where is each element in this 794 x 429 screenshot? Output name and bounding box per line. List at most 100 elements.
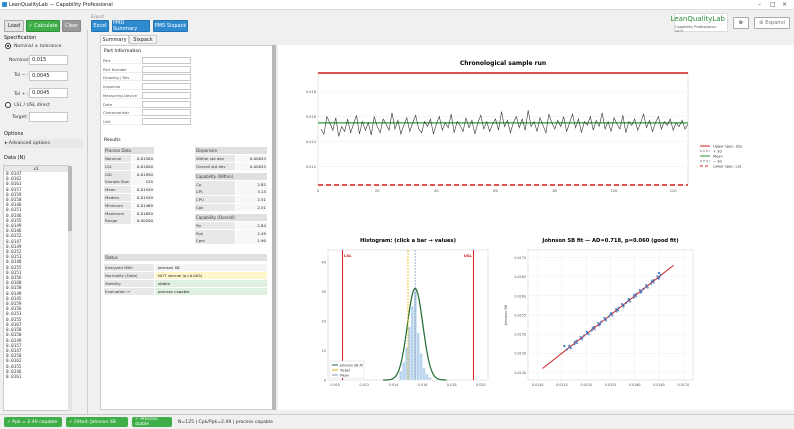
data-row[interactable]: 0.0155 (6, 265, 22, 271)
data-row[interactable]: 0.0162 (6, 177, 22, 183)
tol-plus-field[interactable]: 0.0045 (29, 88, 68, 98)
data-row[interactable]: 0.0149 (6, 244, 22, 250)
part-field-input[interactable] (142, 109, 191, 117)
data-row[interactable]: 0.0147 (6, 239, 22, 245)
histogram-bar[interactable] (407, 326, 412, 381)
data-row[interactable]: 0.0158 (6, 198, 22, 204)
probplot-point (575, 339, 578, 342)
data-row[interactable]: 0.0146 (6, 229, 22, 235)
probplot-point (573, 340, 576, 343)
data-row[interactable]: 0.0156 (6, 276, 22, 282)
clear-button[interactable]: Clear (62, 20, 81, 32)
data-row[interactable]: 0.0149 (6, 291, 22, 297)
data-row[interactable]: 0.0147 (6, 172, 22, 177)
part-field-input[interactable] (142, 117, 191, 125)
data-row[interactable]: 0.0151 (6, 208, 22, 214)
data-row[interactable]: 0.0162 (6, 359, 22, 365)
data-row[interactable]: 0.0151 (6, 270, 22, 276)
data-row[interactable]: 0.0148 (6, 260, 22, 266)
data-row[interactable]: 0.0146 (6, 213, 22, 219)
result-value: 0.01950 (132, 170, 154, 178)
overall-label: Ppk (195, 229, 235, 237)
data-row[interactable]: 0.0158 (6, 328, 22, 334)
histogram-bar[interactable] (416, 332, 420, 381)
data-row[interactable]: 0.0153 (6, 312, 22, 318)
minimize-icon[interactable]: – (758, 1, 761, 8)
calculate-button[interactable]: ✓ Calculate (26, 20, 60, 32)
target-field[interactable] (29, 112, 68, 122)
data-row[interactable]: 0.0152 (6, 234, 22, 240)
part-field-input[interactable] (142, 57, 191, 64)
histogram-bar[interactable] (419, 353, 423, 381)
pmd-summary-button[interactable]: PMD Summary (112, 20, 150, 32)
language-button[interactable]: ⊕ Español (754, 17, 790, 29)
settings-button[interactable]: ⚙ (733, 17, 749, 29)
data-row[interactable]: 0.0157 (6, 187, 22, 193)
data-row[interactable]: 0.0145 (6, 296, 22, 302)
data-row[interactable]: 0.0147 (6, 348, 22, 354)
histogram-bar[interactable] (428, 376, 432, 381)
data-row[interactable]: 0.0161 (6, 182, 22, 188)
probplot-point (597, 321, 600, 325)
excel-button[interactable]: Excel (91, 20, 109, 32)
capability-label: CPL (195, 188, 235, 196)
probplot-point (658, 276, 661, 279)
histogram-bar[interactable] (402, 362, 406, 381)
data-row[interactable]: 0.0155 (6, 364, 22, 370)
result-value: 125 (132, 178, 154, 186)
histogram-bar[interactable] (404, 347, 409, 381)
pms-sixpack-button[interactable]: PMS Sixpack (153, 20, 188, 32)
data-row[interactable]: 0.0155 (6, 218, 22, 224)
nominal-field[interactable]: 0.015 (29, 55, 68, 65)
histogram-bar[interactable] (422, 368, 426, 381)
lsl-label: LSL (344, 253, 352, 258)
data-row[interactable]: 0.0157 (6, 343, 22, 349)
histogram-bar[interactable] (399, 370, 403, 381)
data-row[interactable]: 0.0161 (6, 374, 22, 380)
data-row[interactable]: 0.0160 (6, 281, 22, 287)
status-header: Status (104, 254, 267, 261)
nominal-radio[interactable] (5, 43, 11, 49)
summary-scrollbar[interactable] (272, 45, 276, 410)
data-row[interactable]: 0.0146 (6, 369, 22, 375)
data-row[interactable]: 0.0159 (6, 192, 22, 198)
tab-summary[interactable]: Summary (100, 35, 129, 44)
close-icon[interactable]: × (782, 1, 788, 8)
data-scrollbar[interactable] (68, 166, 72, 411)
data-row[interactable]: 0.0155 (6, 317, 22, 323)
histogram-y-tick: 20 (321, 319, 326, 323)
probplot-point (579, 335, 582, 338)
tol-minus-field[interactable]: 0.0045 (29, 71, 68, 81)
maximize-icon[interactable]: □ (770, 1, 776, 8)
part-field-input[interactable] (142, 65, 191, 73)
data-row[interactable]: 0.0158 (6, 286, 22, 292)
histogram-y-tick: 40 (321, 260, 326, 264)
part-field-input[interactable] (142, 91, 191, 99)
data-row[interactable]: 0.0152 (6, 250, 22, 256)
data-row[interactable]: 0.0159 (6, 302, 22, 308)
probplot-point (632, 296, 635, 299)
data-row[interactable]: 0.0151 (6, 255, 22, 261)
tab-sixpack[interactable]: Sixpack (129, 35, 157, 44)
load-button[interactable]: Load (4, 20, 24, 32)
result-row: Mean 0.01549 (104, 186, 154, 194)
data-row[interactable]: 0.0149 (6, 224, 22, 230)
result-row: Nominal Value0.01500 (104, 155, 154, 168)
status-value: stable (155, 280, 267, 287)
histogram-bar[interactable] (425, 373, 429, 381)
part-field-input[interactable] (142, 74, 191, 82)
data-row[interactable]: 0.0146 (6, 203, 22, 209)
part-field-input[interactable] (142, 83, 191, 91)
data-row[interactable]: 0.0156 (6, 307, 22, 313)
histogram-chart[interactable]: Histogram: (click a bar → values) 0 10 20 30… (308, 232, 508, 397)
data-row[interactable]: 0.0150 (6, 333, 22, 339)
data-row[interactable]: 0.0150 (6, 354, 22, 360)
status-value: Johnson SB (155, 264, 267, 271)
data-row[interactable]: 0.0149 (6, 338, 22, 344)
advanced-options-toggle[interactable]: ▸ Advanced options (3, 139, 83, 148)
histogram-bar[interactable] (410, 305, 414, 381)
part-field-input[interactable] (142, 100, 191, 108)
data-row[interactable]: 0.0167 (6, 322, 22, 328)
lsl-usl-radio[interactable] (5, 102, 11, 108)
data-list[interactable]: x1 0.0147 0.0162 0.0161 0.0157 0.0159 0.0158 0… (3, 165, 69, 411)
